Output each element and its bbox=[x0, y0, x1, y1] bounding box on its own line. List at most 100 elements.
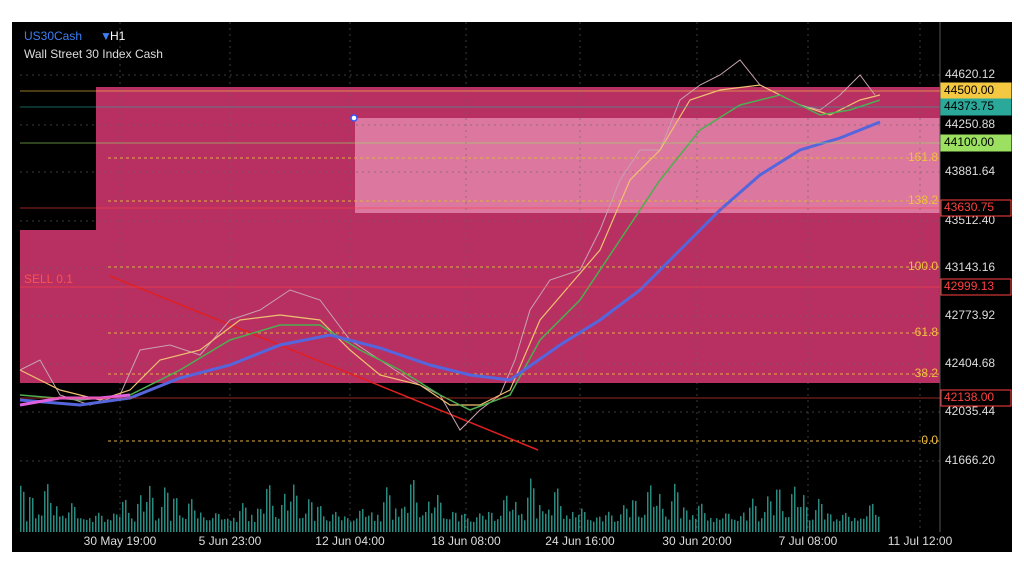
fib-label: 0.0 bbox=[921, 433, 938, 447]
volume-bar bbox=[431, 513, 433, 532]
volume-bar bbox=[851, 521, 853, 532]
volume-bar bbox=[566, 515, 568, 532]
volume-bar bbox=[584, 512, 586, 532]
volume-bar bbox=[200, 512, 202, 532]
price-badge-label: 44100.00 bbox=[944, 135, 994, 149]
volume-bar bbox=[479, 513, 481, 532]
volume-bar bbox=[44, 491, 46, 532]
volume-bar bbox=[374, 520, 376, 532]
volume-bar bbox=[422, 515, 424, 532]
symbol-dropdown[interactable]: ▼ bbox=[100, 29, 112, 43]
ma-mid bbox=[19, 94, 881, 411]
volume-bar bbox=[326, 520, 328, 532]
price-label: 43881.64 bbox=[945, 164, 995, 178]
volume-bar bbox=[707, 520, 709, 532]
volume-bar bbox=[89, 518, 91, 532]
volume-bar bbox=[113, 513, 115, 532]
volume-bar bbox=[638, 516, 640, 532]
price-badge-label: 44500.00 bbox=[944, 83, 994, 97]
volume-bar bbox=[215, 513, 217, 532]
volume-bar bbox=[212, 518, 214, 532]
volume-bar bbox=[755, 505, 757, 532]
volume-bar bbox=[758, 521, 760, 532]
volume-bar bbox=[164, 487, 166, 532]
volume-bar bbox=[434, 507, 436, 532]
volume-bar bbox=[143, 511, 145, 532]
volume-bar bbox=[767, 496, 769, 532]
volume-bar bbox=[737, 521, 739, 532]
volume-bar bbox=[665, 516, 667, 532]
volume-bar bbox=[860, 518, 862, 532]
volume-bar bbox=[605, 515, 607, 532]
price-badge-label: 44373.75 bbox=[944, 99, 994, 113]
volume-bar bbox=[296, 495, 298, 532]
fib-label: 161.8 bbox=[908, 150, 938, 164]
volume-bar bbox=[242, 503, 244, 532]
volume-bar bbox=[170, 520, 172, 532]
volume-bar bbox=[617, 520, 619, 532]
volume-bar bbox=[347, 518, 349, 532]
volume-bar bbox=[788, 517, 790, 532]
volume-bar bbox=[323, 516, 325, 532]
volume-bar bbox=[770, 501, 772, 532]
volume-bar bbox=[773, 515, 775, 532]
volume-bar bbox=[701, 503, 703, 532]
volume-bar bbox=[224, 519, 226, 532]
volume-bar bbox=[146, 501, 148, 532]
volume-bar bbox=[26, 521, 28, 532]
volume-bar bbox=[743, 512, 745, 532]
volume-bar bbox=[77, 518, 79, 532]
anchor-point[interactable] bbox=[350, 114, 358, 122]
volume-bar bbox=[257, 508, 259, 532]
volume-bar bbox=[392, 519, 394, 532]
symbol[interactable]: US30Cash bbox=[24, 29, 82, 43]
volume-bar bbox=[137, 503, 139, 532]
volume-bar bbox=[116, 514, 118, 532]
volume-bar bbox=[407, 512, 409, 532]
price-label: 44620.12 bbox=[945, 67, 995, 81]
volume-bar bbox=[719, 519, 721, 532]
volume-bar bbox=[341, 520, 343, 532]
volume-bar bbox=[101, 515, 103, 532]
volume-bar bbox=[86, 519, 88, 532]
volume-bar bbox=[65, 518, 67, 532]
volume-bar bbox=[449, 519, 451, 532]
volume-bar bbox=[551, 515, 553, 532]
volume-bar bbox=[869, 505, 871, 532]
volume-bar bbox=[686, 510, 688, 532]
volume-bar bbox=[518, 515, 520, 532]
volume-bar bbox=[635, 500, 637, 532]
volume-bar bbox=[539, 505, 541, 532]
volume-bar bbox=[746, 520, 748, 532]
volume-bar bbox=[812, 519, 814, 532]
volume-bar bbox=[782, 511, 784, 532]
volume-bar bbox=[275, 517, 277, 532]
volume-bar bbox=[173, 498, 175, 532]
volume-bar bbox=[476, 517, 478, 532]
volume-bar bbox=[752, 498, 754, 532]
volume-bar bbox=[833, 521, 835, 532]
volume-bar bbox=[428, 501, 430, 532]
volume-bar bbox=[515, 501, 517, 532]
volume-bar bbox=[269, 485, 271, 532]
volume-bar bbox=[458, 521, 460, 532]
volume-bar bbox=[47, 484, 49, 532]
volume-bar bbox=[98, 512, 100, 532]
volume-bar bbox=[704, 513, 706, 532]
volume-bar bbox=[281, 505, 283, 532]
volume-bar bbox=[332, 514, 334, 532]
volume-bar bbox=[575, 517, 577, 532]
volume-bar bbox=[698, 505, 700, 532]
timeframe[interactable]: H1 bbox=[110, 29, 126, 43]
time-label: 7 Jul 08:00 bbox=[779, 534, 838, 548]
volume-bar bbox=[488, 511, 490, 532]
volume-bar bbox=[629, 517, 631, 532]
volume-bar bbox=[683, 507, 685, 532]
time-label: 30 Jun 20:00 bbox=[662, 534, 732, 548]
volume-bar bbox=[239, 511, 241, 532]
volume-bar bbox=[38, 514, 40, 532]
zone bbox=[20, 230, 96, 383]
volume-bar bbox=[647, 492, 649, 532]
volume-bar bbox=[353, 520, 355, 532]
instrument-name: Wall Street 30 Index Cash bbox=[24, 47, 163, 61]
